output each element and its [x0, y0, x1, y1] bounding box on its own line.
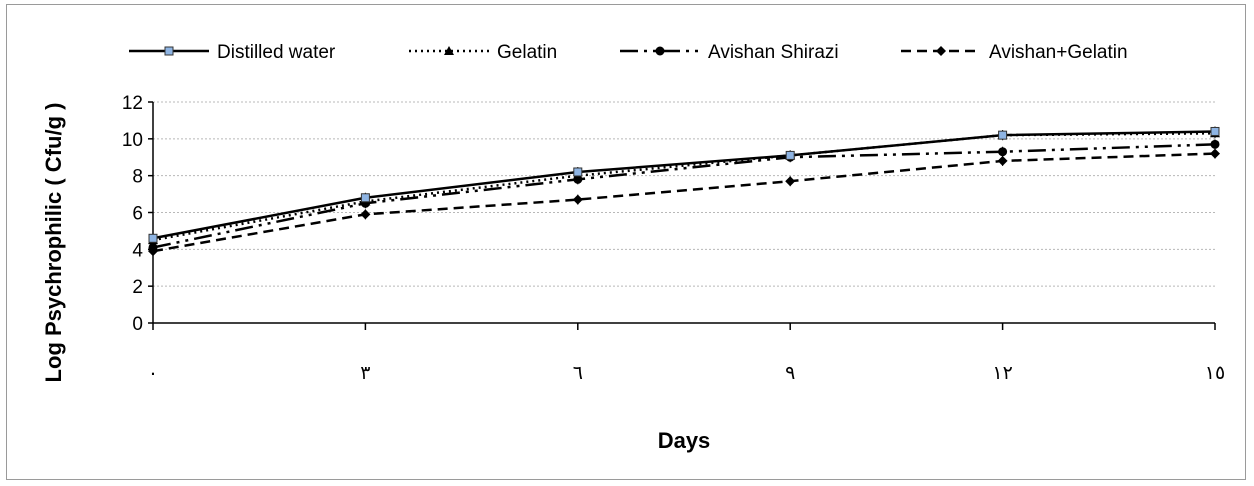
marker-triangle — [444, 46, 454, 55]
x-tick-label: ١٢ — [992, 363, 1012, 384]
x-tick-label: ١٥ — [1205, 363, 1225, 384]
line-chart: 0 2 4 6 8 10 12 ٠ ٣ ٦ ٩ ١٢ ١٥ Distilled water Gelatin… — [41, 42, 1225, 453]
x-tick-label: ٩ — [785, 363, 795, 384]
x-axis-title: Days — [658, 428, 711, 453]
marker-square — [148, 233, 158, 243]
marker-diamond — [936, 46, 946, 56]
marker-circle — [655, 46, 665, 56]
legend-label: Avishan Shirazi — [708, 42, 839, 63]
series-lines — [148, 126, 1220, 257]
x-tick-label: ٣ — [360, 363, 370, 384]
marker-square — [164, 46, 174, 56]
series-gelatin — [148, 128, 1220, 246]
x-tick-label: ٦ — [573, 363, 583, 384]
legend-item: Avishan+Gelatin — [901, 42, 1128, 63]
marker-circle — [998, 147, 1008, 157]
legend-label: Avishan+Gelatin — [989, 42, 1128, 63]
legend-item: Gelatin — [409, 42, 557, 63]
y-tick-label: 10 — [122, 130, 143, 151]
marker-circle — [1210, 139, 1220, 149]
legend-label: Gelatin — [497, 42, 557, 63]
legend-item: Distilled water — [129, 42, 336, 63]
y-tick-label: 2 — [132, 277, 143, 298]
series-line — [152, 143, 1216, 249]
y-tick-label: 4 — [132, 240, 143, 261]
marker-diamond — [360, 209, 371, 220]
axes: 0 2 4 6 8 10 12 ٠ ٣ ٦ ٩ ١٢ ١٥ — [122, 93, 1225, 384]
legend-item: Avishan Shirazi — [620, 42, 839, 63]
series-avishan-shirazi — [148, 139, 1220, 253]
marker-square — [360, 193, 370, 203]
marker-square — [998, 130, 1008, 140]
legend: Distilled water Gelatin Avishan Shirazi Avi… — [129, 42, 1128, 63]
marker-square — [573, 167, 583, 177]
y-tick-label: 6 — [132, 204, 143, 225]
series-line — [152, 130, 1216, 240]
series-distilled-water — [148, 126, 1220, 244]
marker-square — [785, 150, 795, 160]
legend-label: Distilled water — [217, 42, 336, 63]
marker-diamond — [1210, 148, 1220, 159]
y-tick-label: 0 — [132, 314, 143, 335]
grid-lines — [153, 101, 1215, 287]
series-line — [152, 152, 1216, 253]
y-axis-title: Log Psychrophilic ( Cfu/g ) — [41, 103, 66, 383]
marker-diamond — [572, 194, 583, 205]
marker-circle — [148, 242, 158, 252]
marker-diamond — [997, 155, 1008, 166]
marker-square — [1210, 126, 1220, 136]
marker-diamond — [785, 176, 796, 187]
y-tick-label: 8 — [132, 167, 143, 188]
y-tick-label: 12 — [122, 93, 143, 114]
x-tick-label: ٠ — [148, 363, 158, 384]
chart-frame: 0 2 4 6 8 10 12 ٠ ٣ ٦ ٩ ١٢ ١٥ Distilled water Gelatin… — [6, 4, 1246, 480]
